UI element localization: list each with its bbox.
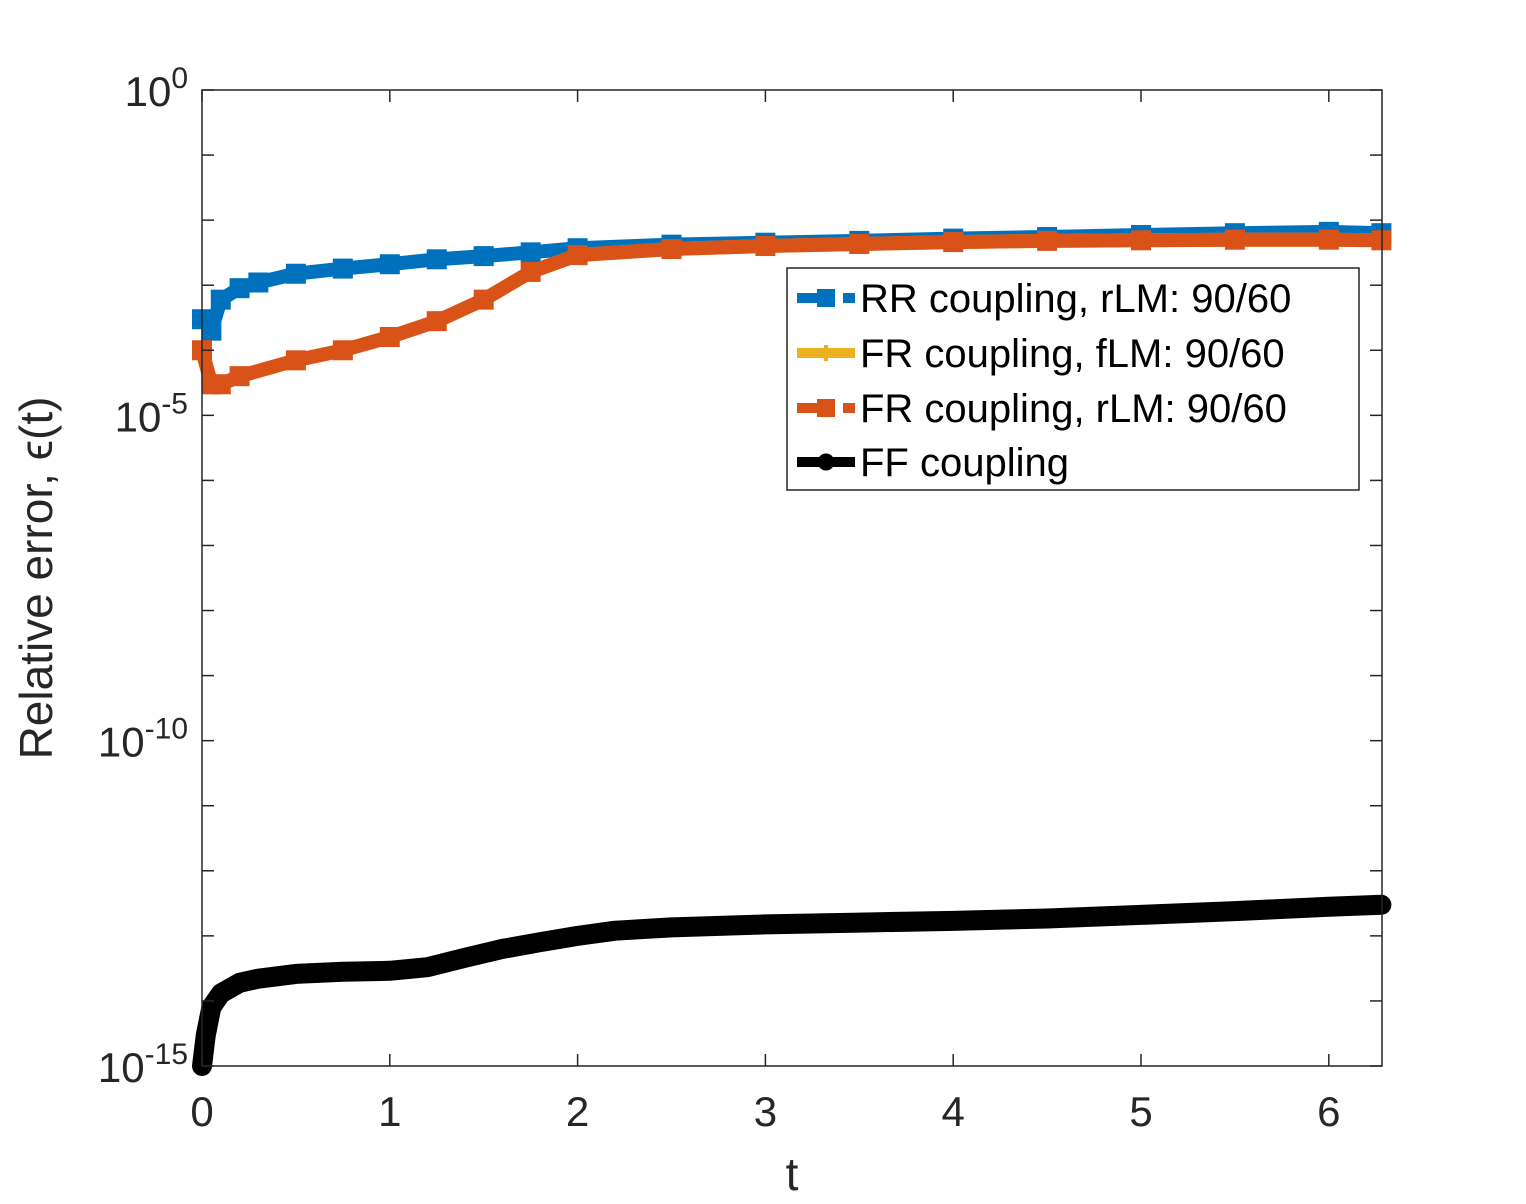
y-tick-base: 10 bbox=[115, 393, 162, 440]
y-tick-label: 100 bbox=[125, 62, 188, 115]
x-tick-label: 5 bbox=[1129, 1088, 1152, 1135]
data-point bbox=[210, 374, 231, 395]
data-point bbox=[287, 965, 305, 983]
data-point bbox=[473, 246, 494, 267]
data-point bbox=[1131, 230, 1152, 251]
data-point bbox=[379, 326, 400, 347]
data-point bbox=[520, 242, 541, 263]
legend-entry: FR coupling, fLM: 90/60 bbox=[797, 332, 1285, 376]
axes-box bbox=[201, 89, 1383, 1067]
y-tick-exponent: -10 bbox=[145, 713, 188, 746]
y-tick-base: 10 bbox=[98, 1044, 145, 1091]
data-point bbox=[229, 366, 250, 387]
y-tick-exponent: -5 bbox=[161, 387, 188, 420]
data-point bbox=[1320, 898, 1338, 916]
series-2 bbox=[192, 229, 1392, 395]
data-point bbox=[229, 278, 250, 299]
data-point bbox=[285, 350, 306, 371]
y-tick-base: 10 bbox=[98, 719, 145, 766]
data-point bbox=[569, 927, 587, 945]
legend-entry: FF coupling bbox=[797, 441, 1069, 485]
data-point bbox=[197, 1026, 215, 1044]
y-tick-label: 10-15 bbox=[98, 1038, 188, 1091]
data-point bbox=[606, 922, 624, 940]
data-point bbox=[332, 258, 353, 279]
ticks-layer bbox=[201, 89, 1382, 1067]
data-point bbox=[493, 940, 511, 958]
data-point bbox=[1037, 230, 1058, 251]
x-tick-label: 4 bbox=[942, 1088, 965, 1135]
legend-label: FF coupling bbox=[860, 441, 1069, 485]
data-point bbox=[285, 263, 306, 284]
data-point bbox=[210, 289, 231, 310]
data-point bbox=[201, 320, 222, 341]
data-point bbox=[418, 958, 436, 976]
data-point bbox=[426, 311, 447, 332]
y-tick-label: 10-10 bbox=[98, 713, 188, 766]
x-tick-label: 3 bbox=[754, 1088, 777, 1135]
data-point bbox=[943, 232, 964, 253]
legend-entry: FR coupling, rLM: 90/60 bbox=[797, 387, 1287, 431]
data-point bbox=[231, 974, 249, 992]
data-point bbox=[334, 963, 352, 981]
data-point bbox=[520, 261, 541, 282]
data-point bbox=[531, 933, 549, 951]
data-point bbox=[202, 998, 220, 1016]
data-point bbox=[381, 962, 399, 980]
data-point bbox=[817, 289, 835, 307]
y-tick-label: 10-5 bbox=[115, 387, 188, 440]
x-tick-labels: 0 1 2 3 4 5 6 bbox=[190, 1088, 1340, 1135]
legend-label: FR coupling, rLM: 90/60 bbox=[860, 387, 1287, 431]
data-point bbox=[248, 272, 269, 293]
legend-box bbox=[786, 267, 1360, 491]
data-point bbox=[567, 245, 588, 266]
x-tick-label: 6 bbox=[1317, 1088, 1340, 1135]
data-point bbox=[850, 914, 868, 932]
data-point bbox=[818, 345, 834, 361]
x-tick-label: 1 bbox=[378, 1088, 401, 1135]
legend-label: RR coupling, rLM: 90/60 bbox=[860, 277, 1291, 321]
data-point bbox=[944, 912, 962, 930]
data-point bbox=[1038, 909, 1056, 927]
y-axis-label: Relative error, ϵ(t) bbox=[10, 397, 62, 760]
data-point bbox=[849, 233, 870, 254]
x-tick-label: 0 bbox=[190, 1088, 213, 1135]
y-tick-exponent: -15 bbox=[145, 1038, 188, 1071]
data-point bbox=[379, 254, 400, 275]
data-point bbox=[817, 453, 835, 471]
data-point bbox=[332, 340, 353, 361]
data-point bbox=[661, 239, 682, 260]
data-point bbox=[1226, 902, 1244, 920]
data-point bbox=[212, 985, 230, 1003]
data-point bbox=[249, 970, 267, 988]
data-point bbox=[1132, 906, 1150, 924]
x-axis-label: t bbox=[786, 1148, 799, 1200]
legend: RR coupling, rLM: 90/60 FR coupling, fLM:… bbox=[786, 267, 1360, 491]
y-tick-exponent: 0 bbox=[171, 62, 188, 95]
data-point bbox=[473, 289, 494, 310]
series-layer bbox=[192, 221, 1392, 1076]
data-point bbox=[756, 915, 774, 933]
data-point bbox=[755, 236, 776, 257]
y-tick-base: 10 bbox=[125, 68, 172, 115]
legend-entry: RR coupling, rLM: 90/60 bbox=[797, 277, 1291, 321]
data-point bbox=[426, 249, 447, 270]
data-point bbox=[1224, 229, 1245, 250]
x-tick-label: 2 bbox=[566, 1088, 589, 1135]
data-point bbox=[663, 918, 681, 936]
series-3 bbox=[192, 894, 1392, 1076]
data-point bbox=[817, 399, 835, 417]
data-point bbox=[1318, 229, 1339, 250]
legend-label: FR coupling, fLM: 90/60 bbox=[860, 332, 1285, 376]
data-point bbox=[456, 949, 474, 967]
